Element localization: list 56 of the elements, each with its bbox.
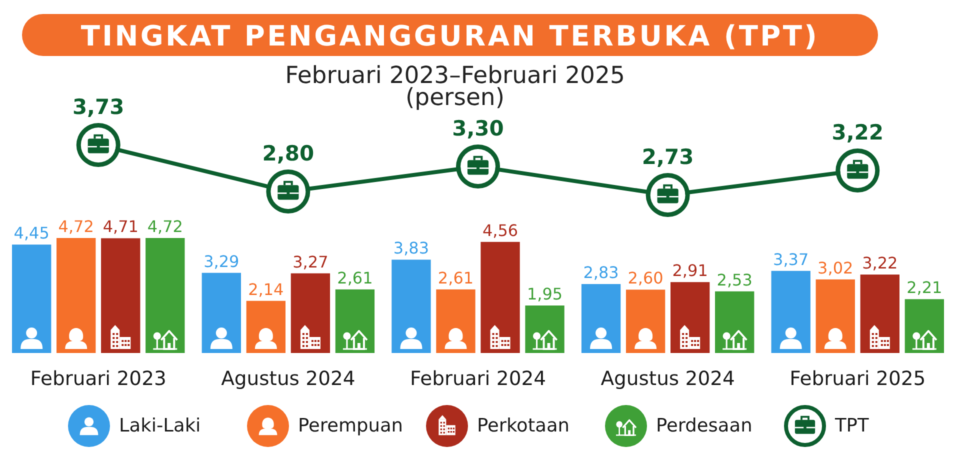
bar: [12, 244, 52, 353]
bar: [715, 291, 754, 353]
data-label: 2,61: [337, 268, 373, 288]
data-label: 2,91: [672, 261, 708, 280]
data-label: 2,53: [716, 270, 752, 290]
bar: [290, 273, 330, 353]
data-label: 3,22: [832, 120, 884, 144]
legend-label: Perkotaan: [477, 416, 570, 436]
bar: [480, 242, 520, 353]
data-label: 3,83: [393, 238, 430, 258]
data-label: 4,45: [14, 224, 50, 243]
bar: [146, 238, 185, 353]
data-label: 4,56: [482, 220, 518, 240]
data-label: 2,83: [583, 263, 619, 282]
legend-label: Perdesaan: [656, 416, 752, 436]
bar: [904, 299, 944, 353]
data-label: 4,71: [102, 217, 138, 236]
data-label: 2,80: [262, 142, 314, 166]
data-label: 2,73: [642, 145, 694, 169]
point: [456, 144, 500, 188]
bar: [670, 282, 710, 353]
legend-label: Laki-Laki: [119, 416, 201, 436]
data-label: 2,60: [628, 268, 664, 288]
data-label: 3,30: [452, 116, 504, 140]
bar: [101, 238, 140, 353]
point: [76, 123, 120, 167]
x-tick-label: Februari 2024: [410, 367, 546, 390]
point: [646, 173, 690, 217]
data-label: 3,27: [292, 252, 328, 272]
data-label: 2,14: [248, 280, 284, 299]
x-tick-label: Agustus 2024: [600, 367, 735, 390]
data-label: 3,37: [773, 250, 809, 269]
data-label: 2,61: [438, 268, 474, 288]
data-label: 3,73: [72, 95, 124, 119]
data-label: 3,29: [204, 252, 240, 271]
x-tick-label: Februari 2023: [30, 367, 166, 390]
data-label: 3,22: [862, 254, 898, 273]
chart-subtitle: Februari 2023–Februari 2025 (persen): [285, 61, 625, 111]
data-label: 4,72: [147, 217, 183, 236]
point: [836, 148, 880, 192]
bar: [771, 270, 810, 353]
x-tick-label: Februari 2025: [790, 367, 926, 390]
chart-title: TINGKAT PENGANGGURAN TERBUKA (TPT): [80, 20, 820, 52]
point: [266, 170, 310, 214]
data-label: 4,72: [58, 217, 94, 236]
bar: [202, 272, 241, 353]
data-label: 3,02: [818, 258, 854, 278]
bar: [335, 289, 375, 353]
legend-label: Perempuan: [298, 416, 404, 436]
data-label: 1,95: [526, 284, 563, 304]
x-tick-label: Agustus 2024: [221, 367, 356, 390]
bar: [392, 260, 431, 353]
bar: [56, 238, 96, 353]
data-label: 2,21: [906, 278, 942, 298]
bar: [860, 274, 900, 353]
legend-label: TPT: [834, 416, 870, 436]
